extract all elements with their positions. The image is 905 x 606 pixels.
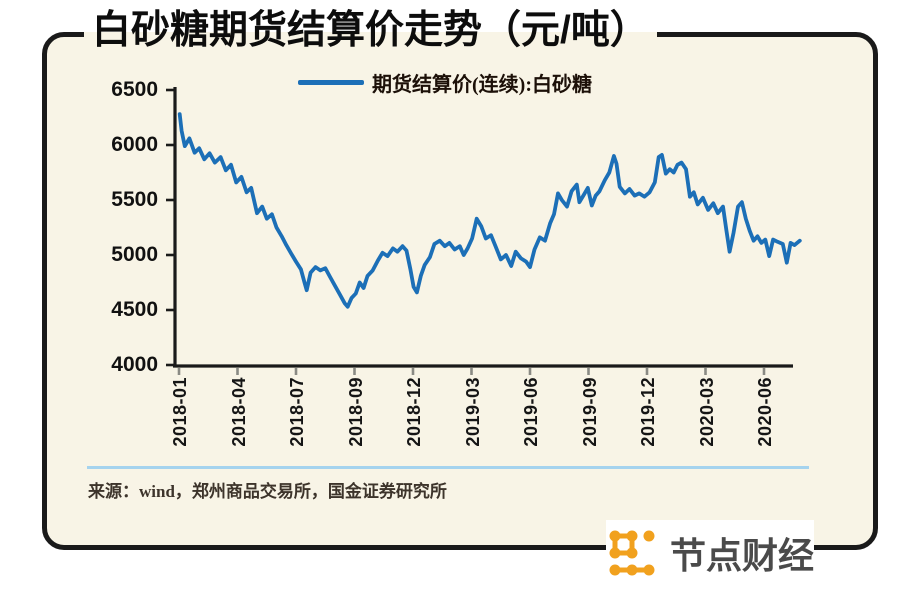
source-note: 来源：wind，郑州商品交易所，国金证券研究所	[88, 482, 447, 501]
legend-series-label: 期货结算价(连续):白砂糖	[372, 74, 592, 96]
x-tick-label: 2019-09	[579, 377, 600, 447]
x-tick-label: 2018-04	[228, 377, 249, 447]
x-tick-label: 2019-03	[462, 377, 483, 447]
x-tick-label: 2019-06	[521, 377, 541, 447]
brand-logo-text: 节点财经	[669, 535, 814, 576]
x-tick-label: 2018-01	[170, 377, 190, 447]
x-tick-label: 2019-12	[638, 377, 658, 447]
chart-card	[42, 32, 878, 550]
x-tick-label: 2018-12	[404, 377, 424, 447]
x-tick-label: 2018-07	[287, 377, 307, 447]
x-tick-label: 2020-03	[696, 377, 717, 447]
x-tick-label: 2018-09	[345, 377, 366, 447]
y-tick-label: 6000	[111, 133, 158, 156]
y-tick-label: 6500	[111, 78, 158, 101]
dot-grid-nodes-icon	[609, 530, 655, 576]
y-tick-label: 5000	[111, 243, 158, 266]
chart-title: 白砂糖期货结算价走势（元/吨）	[84, 4, 657, 58]
y-tick-label: 4000	[111, 353, 158, 376]
brand-logo: 节点财经	[606, 520, 814, 586]
y-tick-label: 5500	[111, 188, 158, 211]
x-tick-label: 2020-06	[755, 377, 775, 447]
chart-legend: 期货结算价(连续):白砂糖	[298, 68, 592, 97]
legend-line-swatch	[298, 80, 364, 85]
y-tick-label: 4500	[111, 298, 158, 321]
separator-line	[87, 466, 809, 469]
